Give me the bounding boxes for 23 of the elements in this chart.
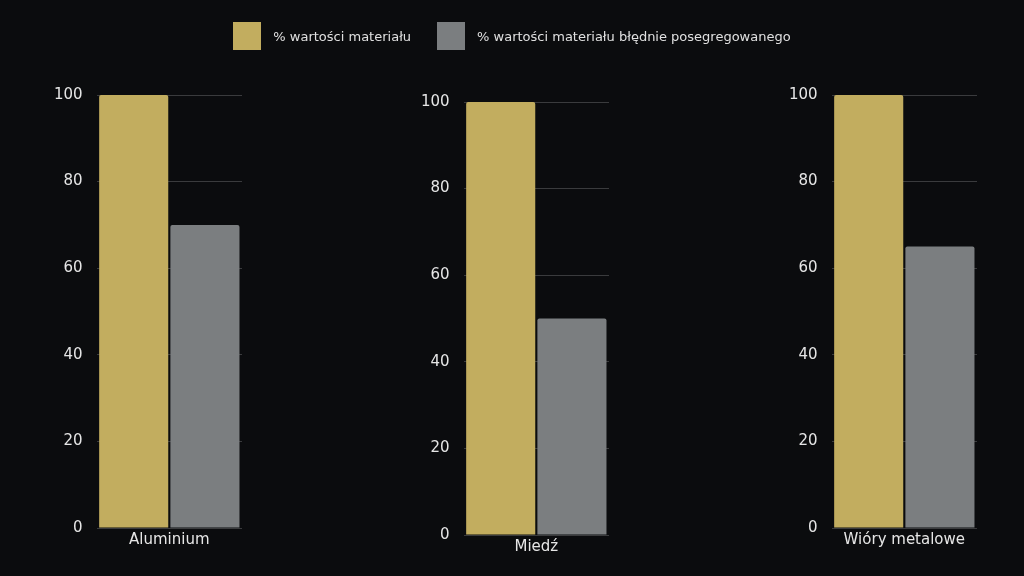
legend-label: % wartości materiału błędnie posegregowanego <box>477 28 791 44</box>
x-tick-label: Aluminium <box>129 529 210 548</box>
y-tick-label: 80 <box>430 178 450 197</box>
y-tick-label: 20 <box>63 431 83 450</box>
y-tick-label: 0 <box>808 517 818 536</box>
y-tick-label: 100 <box>420 91 450 110</box>
y-tick-label: 0 <box>73 517 83 536</box>
x-tick-label: Miedź <box>514 536 559 555</box>
x-tick-label: Wióry metalowe <box>843 529 966 548</box>
y-tick-label: 60 <box>430 265 450 284</box>
y-tick-label: 20 <box>798 431 818 450</box>
y-tick-label: 40 <box>430 351 450 370</box>
y-tick-label: 40 <box>798 344 818 363</box>
y-tick-label: 80 <box>63 171 83 190</box>
legend-label: % wartości materiału <box>273 28 412 44</box>
y-tick-label: 40 <box>63 344 83 363</box>
y-tick-label: 60 <box>63 258 83 277</box>
y-tick-label: 0 <box>440 524 450 543</box>
y-tick-label: 100 <box>53 84 83 103</box>
y-tick-label: 20 <box>430 438 450 457</box>
y-tick-label: 60 <box>798 258 818 277</box>
y-tick-label: 100 <box>788 84 818 103</box>
y-tick-label: 80 <box>798 171 818 190</box>
